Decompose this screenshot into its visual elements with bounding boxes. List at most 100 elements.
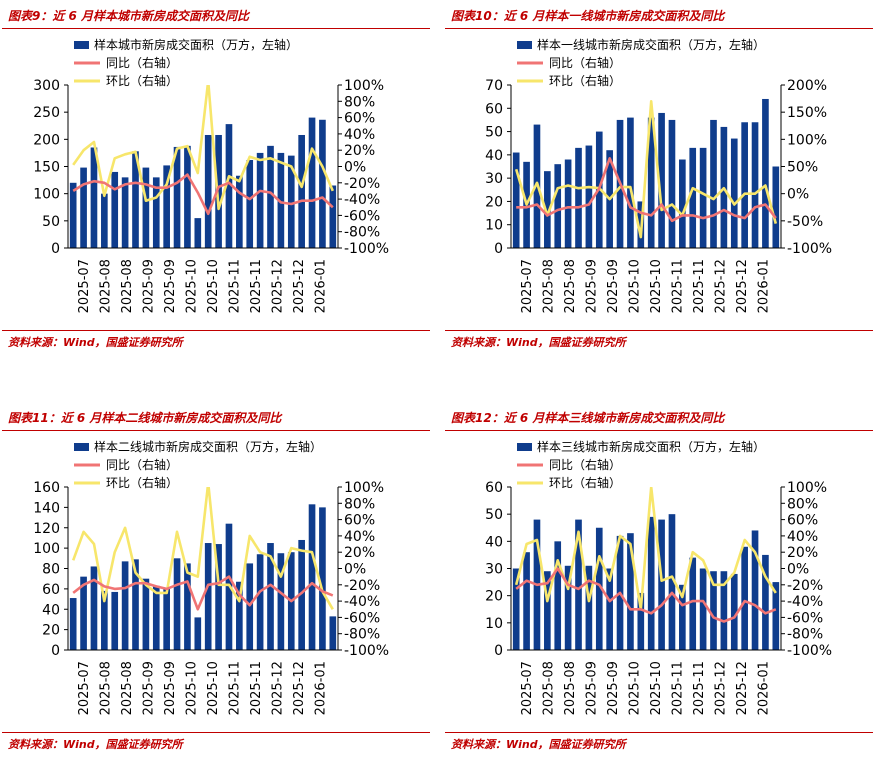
x-tick-label: 2025-12 [713, 661, 728, 715]
bar [699, 568, 707, 650]
bar [329, 185, 337, 248]
right-tick-label: 50% [787, 160, 818, 176]
bar [544, 171, 551, 248]
bar [204, 543, 212, 650]
right-tick-label: -100% [344, 241, 389, 257]
chart-source: 资料来源：Wind，国盛证券研究所 [8, 336, 183, 349]
right-tick-label: -100% [787, 241, 832, 257]
bar [564, 565, 572, 650]
bar [256, 152, 264, 248]
bar [90, 147, 98, 248]
right-tick-label: 60% [344, 513, 375, 529]
bar [627, 117, 634, 248]
left-tick-label: 40 [42, 602, 60, 618]
x-tick-label: 2025-11 [249, 259, 264, 313]
right-tick-label: -80% [344, 627, 380, 643]
right-tick-label: 100% [787, 132, 827, 148]
bar [668, 514, 676, 650]
bar [627, 533, 634, 650]
right-tick-label: 0% [344, 562, 366, 578]
bar [554, 164, 562, 248]
bar [710, 119, 717, 248]
x-tick-label: 2025-11 [692, 259, 707, 313]
left-tick-label: 60 [485, 101, 503, 117]
left-tick-label: 0 [51, 643, 60, 659]
bar [329, 616, 337, 650]
x-tick-label: 2025-10 [649, 259, 664, 313]
bar [236, 581, 243, 650]
legend-bar-swatch [517, 41, 532, 49]
left-tick-label: 20 [485, 589, 503, 605]
left-tick-label: 150 [33, 160, 60, 176]
bar [647, 516, 655, 650]
right-tick-label: 150% [787, 105, 827, 121]
right-tick-label: 0% [787, 187, 809, 203]
source-rule [445, 732, 873, 733]
bar [69, 182, 77, 248]
bar [184, 145, 191, 248]
chart-title: 图表12：近 6 月样本三线城市新房成交面积及同比 [451, 411, 725, 425]
right-tick-label: 80% [344, 94, 375, 110]
right-tick-label: -80% [787, 627, 823, 643]
x-tick-label: 2025-12 [713, 259, 728, 313]
x-tick-label: 2026-01 [756, 259, 771, 313]
right-tick-label: 100% [344, 480, 384, 496]
right-tick-label: -80% [344, 225, 380, 241]
chart-panel-fig12: 图表12：近 6 月样本三线城市新房成交面积及同比 0 10 20 30 40 50 60 1… [445, 402, 875, 772]
chart-panel-fig11: 图表11：近 6 月样本二线城市新房成交面积及同比 0 20 40 60 80 100 12… [2, 402, 432, 772]
left-tick-label: 20 [485, 194, 503, 210]
left-tick-label: 100 [33, 541, 60, 557]
bar [720, 571, 728, 650]
legend-bar-label: 样本一线城市新房成交面积（万方，左轴） [537, 37, 765, 52]
bar [319, 507, 326, 650]
yoy-line [72, 575, 334, 611]
right-tick-label: -20% [787, 578, 823, 594]
x-tick-label: 2025-11 [692, 661, 707, 715]
left-tick-label: 60 [42, 582, 60, 598]
x-tick-label: 2025-07 [520, 259, 535, 313]
bar [163, 588, 170, 650]
right-tick-label: 80% [787, 496, 818, 512]
chart-title: 图表10：近 6 月样本一线城市新房成交面积及同比 [451, 9, 725, 23]
left-tick-label: 250 [33, 105, 60, 121]
x-tick-label: 2025-12 [270, 661, 285, 715]
bar [772, 166, 780, 248]
x-tick-label: 2025-09 [584, 259, 599, 313]
right-tick-label: 100% [787, 480, 827, 496]
bar [69, 598, 77, 650]
bar [246, 563, 254, 650]
bar [298, 134, 305, 248]
x-tick-label: 2025-10 [627, 661, 642, 715]
bar [512, 152, 520, 248]
bar [679, 584, 686, 650]
bar [121, 561, 129, 650]
bar [215, 544, 222, 650]
right-tick-label: -40% [344, 192, 380, 208]
bar [194, 617, 202, 650]
x-tick-label: 2025-10 [627, 259, 642, 313]
bar [246, 159, 254, 248]
bar [689, 147, 697, 248]
left-tick-label: 60 [485, 480, 503, 496]
legend-mom-label: 环比（右轴） [549, 475, 621, 490]
left-tick-label: 0 [51, 241, 60, 257]
right-tick-label: -60% [787, 610, 823, 626]
left-tick-label: 80 [42, 562, 60, 578]
right-tick-label: -50% [787, 214, 823, 230]
bar [606, 568, 613, 650]
x-tick-label: 2025-12 [735, 661, 750, 715]
x-tick-label: 2026-01 [756, 661, 771, 715]
x-tick-label: 2025-11 [670, 259, 685, 313]
right-tick-label: -40% [787, 594, 823, 610]
bar [173, 146, 181, 248]
right-tick-label: 40% [344, 529, 375, 545]
chart-source: 资料来源：Wind，国盛证券研究所 [451, 738, 626, 751]
bar [741, 546, 748, 650]
chart-source: 资料来源：Wind，国盛证券研究所 [8, 738, 183, 751]
left-tick-label: 120 [33, 521, 60, 537]
x-tick-label: 2025-08 [541, 661, 556, 715]
x-tick-label: 2025-08 [563, 259, 578, 313]
bar [741, 122, 748, 248]
right-tick-label: 100% [344, 78, 384, 94]
